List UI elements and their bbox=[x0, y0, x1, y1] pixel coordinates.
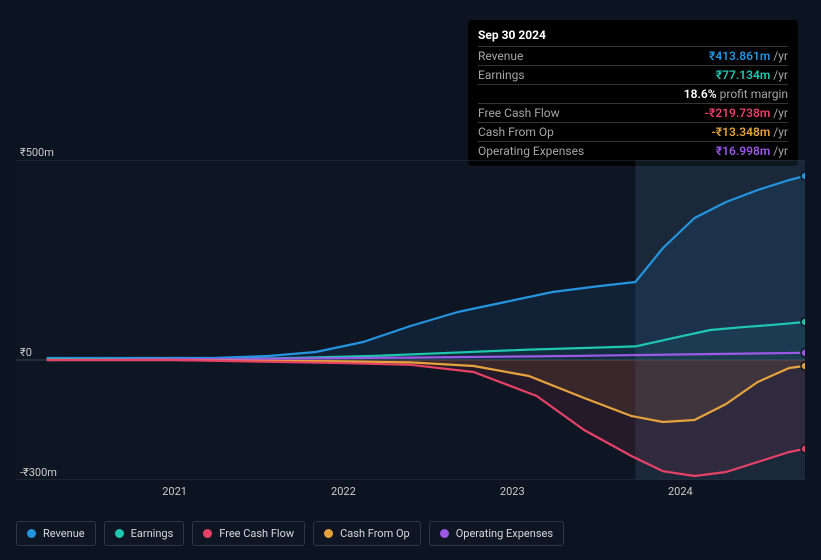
tooltip-date: Sep 30 2024 bbox=[478, 26, 788, 46]
legend-label: Earnings bbox=[131, 527, 174, 540]
legend-item[interactable]: Cash From Op bbox=[313, 521, 421, 546]
x-axis: 2021 2022 2023 2024 bbox=[16, 485, 805, 499]
legend-swatch bbox=[203, 529, 212, 538]
chart-svg bbox=[16, 160, 805, 480]
tooltip-row-value: ₹77.134m/yr bbox=[716, 68, 788, 82]
legend-label: Operating Expenses bbox=[456, 527, 553, 540]
legend-label: Cash From Op bbox=[340, 527, 410, 540]
tooltip-row: Cash From Op -₹13.348m/yr bbox=[478, 122, 788, 141]
tooltip-row-value: ₹16.998m/yr bbox=[716, 144, 788, 158]
chart-legend: Revenue Earnings Free Cash Flow Cash From O… bbox=[16, 521, 564, 546]
x-tick-label: 2024 bbox=[668, 485, 693, 498]
y-tick-label: -₹300m bbox=[20, 466, 57, 479]
legend-swatch bbox=[440, 529, 449, 538]
legend-label: Revenue bbox=[43, 527, 85, 540]
tooltip-row-label: Operating Expenses bbox=[478, 144, 584, 158]
x-tick-label: 2022 bbox=[331, 485, 356, 498]
x-tick-label: 2021 bbox=[162, 485, 187, 498]
tooltip-row-label: Revenue bbox=[478, 49, 523, 63]
legend-item[interactable]: Revenue bbox=[16, 521, 96, 546]
y-tick-label: ₹0 bbox=[20, 346, 32, 359]
tooltip-row-label: Cash From Op bbox=[478, 125, 554, 139]
tooltip-row: Revenue ₹413.861m/yr bbox=[478, 46, 788, 65]
legend-item[interactable]: Earnings bbox=[104, 521, 185, 546]
tooltip-row-value: 18.6%profit margin bbox=[684, 87, 788, 101]
tooltip-row-value: -₹219.738m/yr bbox=[705, 106, 788, 120]
legend-item[interactable]: Operating Expenses bbox=[429, 521, 564, 546]
x-tick-label: 2023 bbox=[500, 485, 525, 498]
chart-tooltip: Sep 30 2024 Revenue ₹413.861m/yr Earnings ₹… bbox=[468, 20, 798, 166]
tooltip-row-value: -₹13.348m/yr bbox=[711, 125, 788, 139]
tooltip-rows: Revenue ₹413.861m/yr Earnings ₹77.134m/yr 18… bbox=[478, 46, 788, 160]
tooltip-row: Earnings ₹77.134m/yr bbox=[478, 65, 788, 84]
tooltip-row: Operating Expenses ₹16.998m/yr bbox=[478, 141, 788, 160]
tooltip-row: 18.6%profit margin bbox=[478, 84, 788, 103]
legend-item[interactable]: Free Cash Flow bbox=[192, 521, 305, 546]
tooltip-row-label: Free Cash Flow bbox=[478, 106, 560, 120]
tooltip-row: Free Cash Flow -₹219.738m/yr bbox=[478, 103, 788, 122]
tooltip-row-label: Earnings bbox=[478, 68, 525, 82]
legend-swatch bbox=[324, 529, 333, 538]
legend-swatch bbox=[27, 529, 36, 538]
tooltip-row-value: ₹413.861m/yr bbox=[709, 49, 788, 63]
y-tick-label: ₹500m bbox=[20, 146, 54, 159]
legend-swatch bbox=[115, 529, 124, 538]
financials-chart[interactable]: ₹500m₹0-₹300m bbox=[16, 160, 805, 480]
legend-label: Free Cash Flow bbox=[219, 527, 294, 540]
